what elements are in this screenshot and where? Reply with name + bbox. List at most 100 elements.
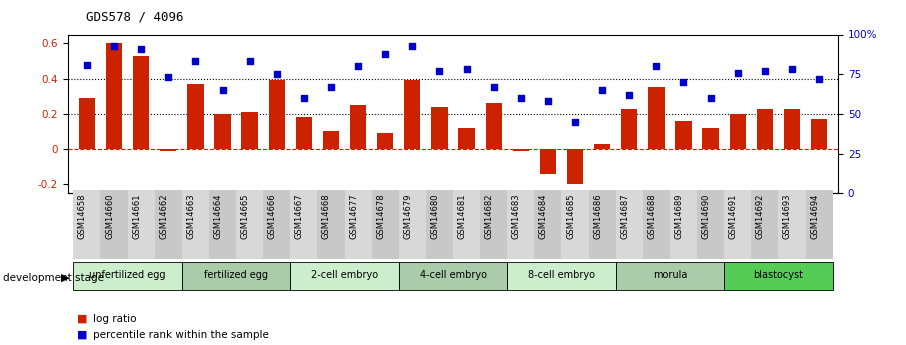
Text: GSM14665: GSM14665 xyxy=(241,193,250,239)
Bar xyxy=(317,190,344,259)
Bar xyxy=(242,112,258,149)
Point xyxy=(80,62,94,67)
Text: ■: ■ xyxy=(77,330,88,339)
Bar xyxy=(371,190,399,259)
Point xyxy=(188,59,203,64)
Point xyxy=(541,98,555,104)
Bar xyxy=(128,190,155,259)
Bar xyxy=(702,128,718,149)
Bar xyxy=(675,121,691,149)
Bar xyxy=(350,105,366,149)
Bar xyxy=(622,109,638,149)
Point xyxy=(378,51,392,56)
Bar xyxy=(507,190,535,259)
Bar xyxy=(724,190,751,259)
Text: GSM14662: GSM14662 xyxy=(159,193,169,239)
Point xyxy=(676,79,690,85)
Text: fertilized egg: fertilized egg xyxy=(204,270,268,280)
Text: GSM14678: GSM14678 xyxy=(376,193,385,239)
Point xyxy=(405,43,419,48)
Bar xyxy=(263,190,290,259)
Bar xyxy=(453,190,480,259)
Bar xyxy=(236,190,263,259)
Text: GSM14679: GSM14679 xyxy=(403,193,412,239)
Bar xyxy=(323,131,339,149)
Point xyxy=(107,43,121,48)
Bar xyxy=(160,149,177,151)
Text: log ratio: log ratio xyxy=(93,314,137,324)
Bar xyxy=(757,109,773,149)
Text: ▶: ▶ xyxy=(61,273,69,283)
Bar xyxy=(79,98,95,149)
Bar xyxy=(778,190,805,259)
Text: ■: ■ xyxy=(77,314,88,324)
Text: development stage: development stage xyxy=(3,273,103,283)
Text: GSM14666: GSM14666 xyxy=(268,193,276,239)
Point xyxy=(487,84,501,90)
Bar xyxy=(73,262,182,290)
Bar xyxy=(562,190,589,259)
Point xyxy=(568,119,583,125)
Text: morula: morula xyxy=(652,270,687,280)
Bar xyxy=(643,190,670,259)
Bar xyxy=(480,190,507,259)
Text: GSM14661: GSM14661 xyxy=(132,193,141,239)
Bar xyxy=(697,190,724,259)
Bar xyxy=(182,262,290,290)
Text: GSM14691: GSM14691 xyxy=(728,193,737,239)
Point xyxy=(323,84,338,90)
Text: GSM14687: GSM14687 xyxy=(621,193,630,239)
Bar xyxy=(486,103,502,149)
Bar xyxy=(399,262,507,290)
Text: GSM14690: GSM14690 xyxy=(701,193,710,239)
Bar xyxy=(106,43,122,149)
Bar xyxy=(182,190,209,259)
Bar xyxy=(426,190,453,259)
Text: GDS578 / 4096: GDS578 / 4096 xyxy=(86,10,184,23)
Text: GSM14692: GSM14692 xyxy=(756,193,765,239)
Bar xyxy=(784,109,800,149)
Point xyxy=(432,68,447,74)
Bar xyxy=(805,190,833,259)
Bar xyxy=(295,117,312,149)
Bar xyxy=(513,149,529,151)
Text: GSM14682: GSM14682 xyxy=(485,193,494,239)
Point xyxy=(351,63,365,69)
Text: unfertilized egg: unfertilized egg xyxy=(90,270,166,280)
Bar xyxy=(290,262,399,290)
Text: GSM14667: GSM14667 xyxy=(294,193,304,239)
Bar xyxy=(540,149,556,174)
Point xyxy=(134,46,149,51)
Bar xyxy=(209,190,236,259)
Text: GSM14685: GSM14685 xyxy=(566,193,575,239)
Point xyxy=(595,87,610,93)
Point xyxy=(703,95,718,101)
Bar xyxy=(594,144,611,149)
Text: GSM14686: GSM14686 xyxy=(593,193,602,239)
Text: percentile rank within the sample: percentile rank within the sample xyxy=(93,330,269,339)
Text: GSM14658: GSM14658 xyxy=(78,193,87,239)
Text: GSM14689: GSM14689 xyxy=(674,193,683,239)
Text: GSM14683: GSM14683 xyxy=(512,193,521,239)
Bar xyxy=(535,190,562,259)
Text: GSM14694: GSM14694 xyxy=(810,193,819,239)
Text: GSM14677: GSM14677 xyxy=(349,193,358,239)
Bar xyxy=(73,190,101,259)
Bar xyxy=(507,262,616,290)
Text: 4-cell embryo: 4-cell embryo xyxy=(419,270,487,280)
Bar xyxy=(729,114,746,149)
Text: GSM14660: GSM14660 xyxy=(105,193,114,239)
Text: GSM14664: GSM14664 xyxy=(214,193,223,239)
Bar xyxy=(589,190,616,259)
Point xyxy=(622,92,637,98)
Point xyxy=(730,70,745,75)
Point xyxy=(785,67,799,72)
Bar xyxy=(567,149,583,184)
Bar xyxy=(215,114,231,149)
Point xyxy=(216,87,230,93)
Point xyxy=(243,59,257,64)
Text: GSM14681: GSM14681 xyxy=(458,193,467,239)
Bar xyxy=(616,190,643,259)
Text: GSM14693: GSM14693 xyxy=(783,193,792,239)
Bar xyxy=(155,190,182,259)
